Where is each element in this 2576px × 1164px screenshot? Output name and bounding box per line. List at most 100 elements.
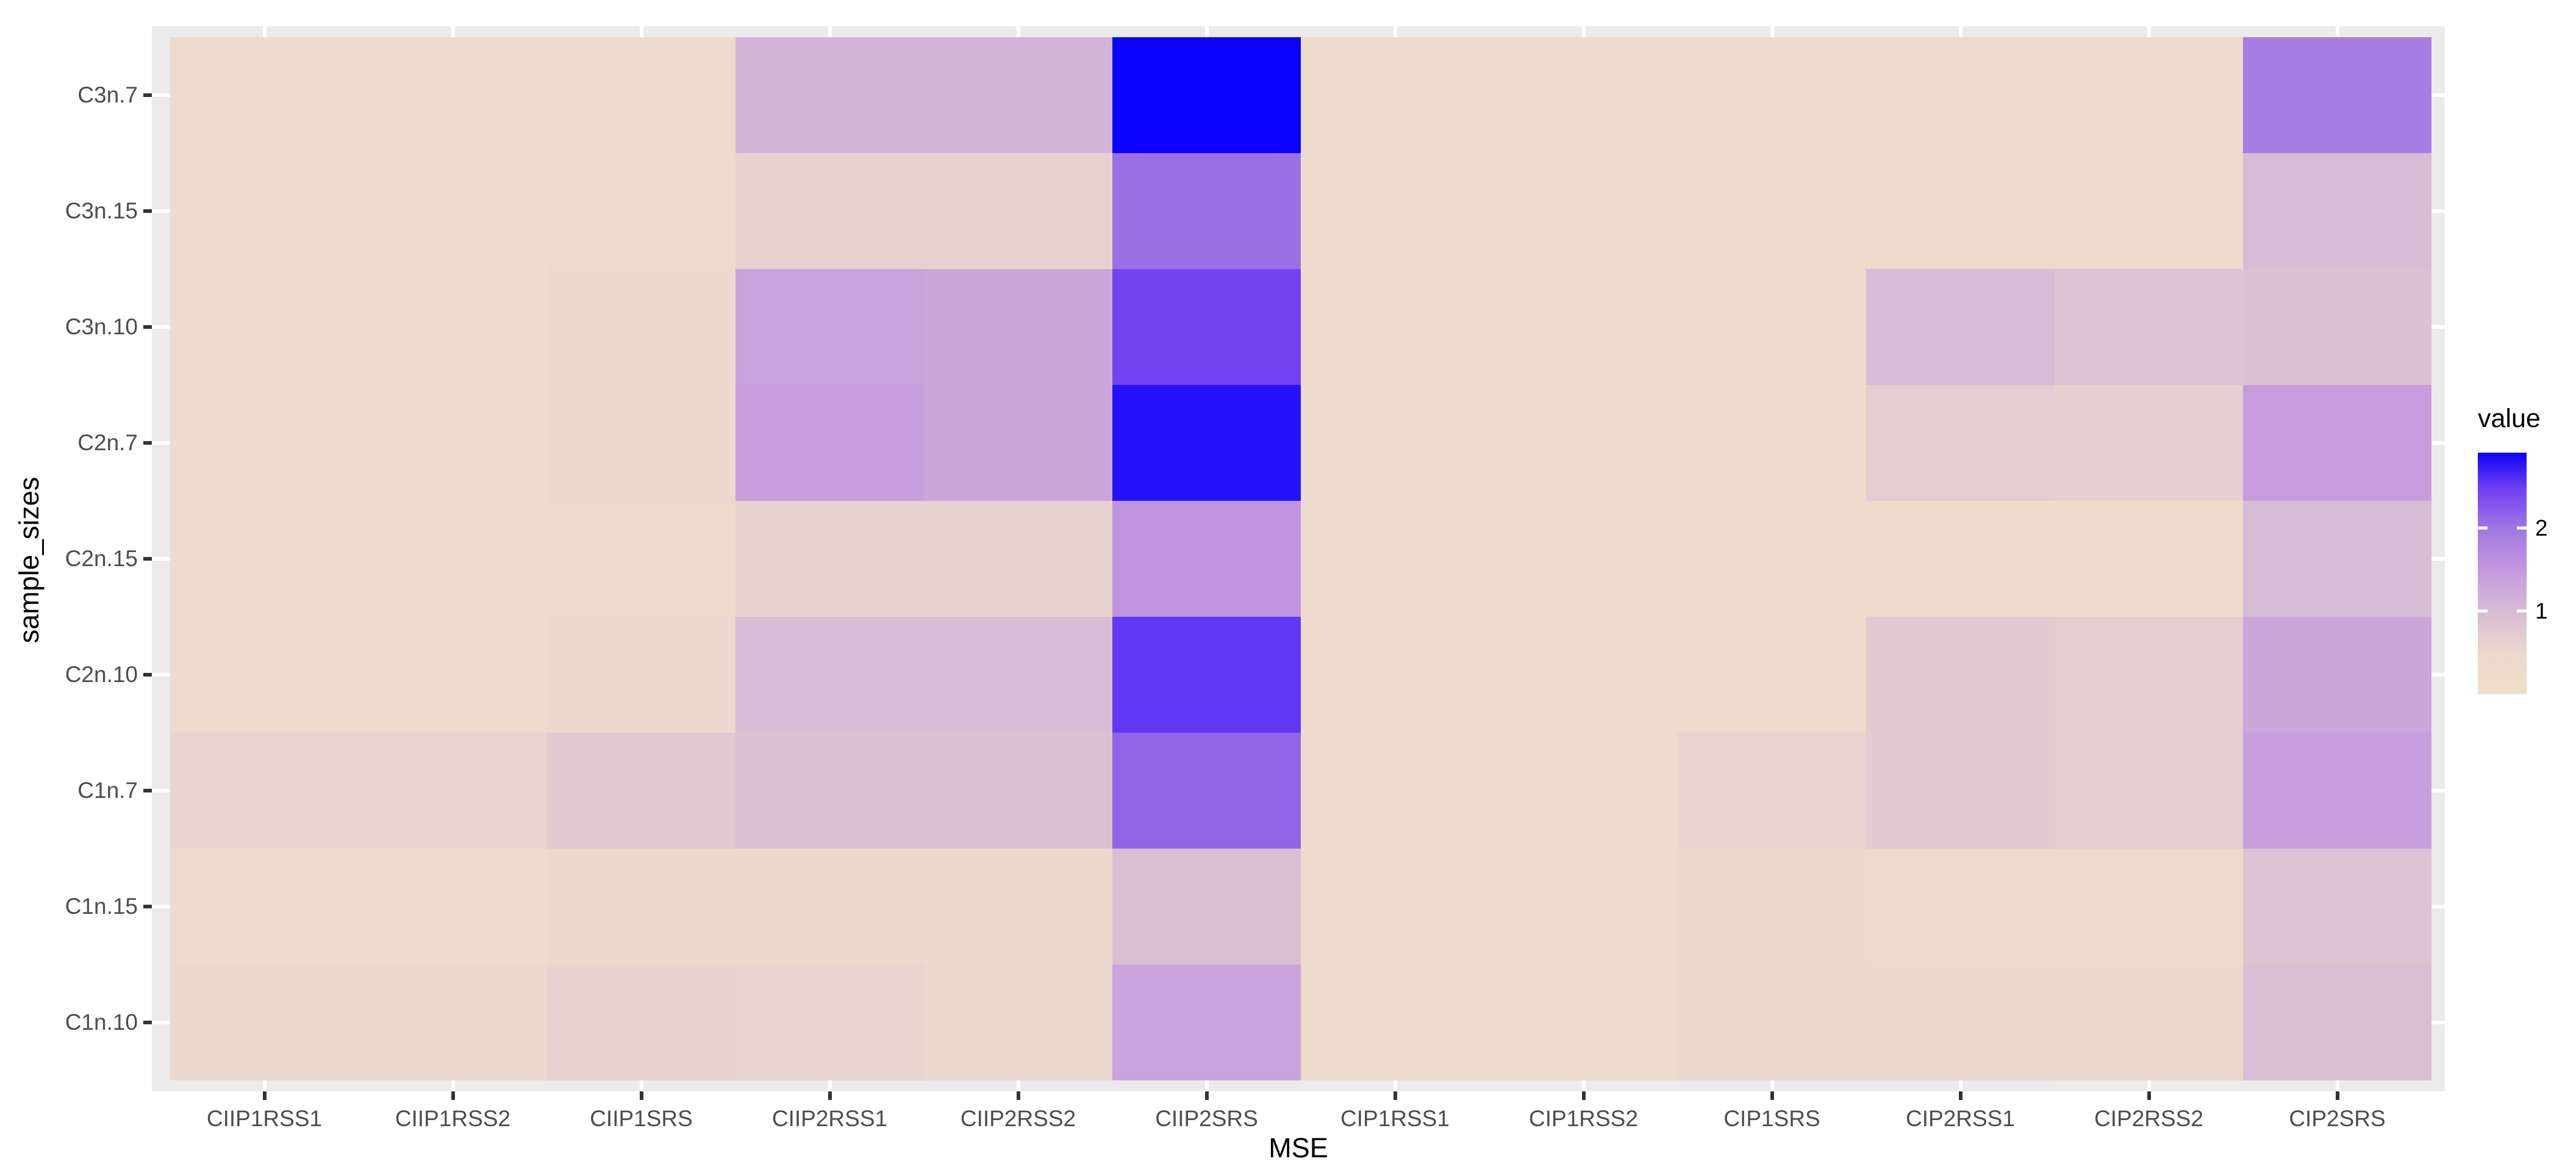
legend-title: value — [2478, 404, 2541, 433]
heatmap-cell — [1489, 501, 1678, 617]
heatmap-cell — [547, 501, 735, 617]
y-axis-tick — [143, 209, 152, 213]
heatmap-cell — [547, 269, 735, 385]
heatmap-cell — [1489, 849, 1678, 965]
y-tick-label: C1n.15 — [65, 894, 138, 919]
heatmap-cell — [2055, 501, 2243, 617]
x-axis-tick — [828, 1091, 832, 1100]
heatmap-cell — [2243, 617, 2431, 733]
heatmap-cell — [735, 965, 924, 1080]
x-axis-tick — [1204, 1091, 1209, 1100]
y-axis-tick — [143, 557, 152, 561]
heatmap-cell — [170, 153, 359, 269]
heatmap-cell — [170, 849, 359, 965]
x-tick-label: CIIP2SRS — [1155, 1106, 1258, 1131]
y-axis-tick — [143, 441, 152, 445]
heatmap-cell — [1866, 617, 2055, 733]
heatmap-cell — [1678, 849, 1866, 965]
heatmap-cell — [547, 153, 735, 269]
heatmap-cell — [924, 153, 1112, 269]
heatmap-cell — [170, 269, 359, 385]
heatmap-cell — [1866, 849, 2055, 965]
heatmap-cell — [735, 37, 924, 153]
heatmap-cell — [1112, 153, 1301, 269]
y-axis-title: sample_sizes — [13, 476, 45, 644]
heatmap-cell — [735, 153, 924, 269]
legend-tick-mark — [2517, 609, 2527, 613]
heatmap-cell — [1678, 269, 1866, 385]
x-axis-tick — [1958, 1091, 1962, 1100]
heatmap-cell — [2243, 965, 2431, 1080]
heatmap-cell — [1489, 153, 1678, 269]
heatmap-cell — [1678, 37, 1866, 153]
heatmap-cell — [924, 37, 1112, 153]
heatmap-cell — [2243, 733, 2431, 849]
heatmap-cell — [1866, 385, 2055, 501]
x-tick-label: CIP1SRS — [1723, 1106, 1820, 1131]
heatmap-cell — [1301, 617, 1489, 733]
heatmap-cell — [924, 385, 1112, 501]
x-tick-label: CIP2RSS2 — [2094, 1106, 2203, 1131]
y-tick-label: C1n.7 — [77, 778, 138, 803]
heatmap-cell — [1301, 965, 1489, 1080]
x-tick-label: CIP1RSS2 — [1529, 1106, 1638, 1131]
heatmap-cell — [170, 733, 359, 849]
heatmap-cell — [2243, 385, 2431, 501]
heatmap-cell — [547, 37, 735, 153]
y-tick-label: C2n.7 — [77, 430, 138, 455]
y-axis-tick — [143, 673, 152, 677]
heatmap-cell — [924, 733, 1112, 849]
heatmap-cell — [1301, 269, 1489, 385]
heatmap-cell — [1112, 849, 1301, 965]
y-axis-tick — [143, 1021, 152, 1024]
y-tick-label: C3n.10 — [65, 314, 138, 339]
heatmap-cell — [1489, 617, 1678, 733]
heatmap-cell — [1866, 269, 2055, 385]
heatmap-cell — [735, 501, 924, 617]
heatmap-cell — [735, 617, 924, 733]
y-axis-tick — [143, 789, 152, 792]
y-tick-label: C3n.15 — [65, 198, 138, 223]
y-axis-tick — [143, 905, 152, 908]
heatmap-cell — [1489, 385, 1678, 501]
heatmap-cell — [1489, 269, 1678, 385]
y-tick-label: C2n.15 — [65, 546, 138, 571]
legend-tick-label: 1 — [2535, 598, 2548, 623]
heatmap-cell — [1678, 965, 1866, 1080]
heatmap-cell — [2055, 849, 2243, 965]
heatmap-cell — [2055, 385, 2243, 501]
heatmap-cell — [2055, 617, 2243, 733]
x-tick-label: CIIP2RSS1 — [771, 1106, 888, 1131]
heatmap-cell — [2055, 269, 2243, 385]
heatmap-cell — [2243, 501, 2431, 617]
heatmap-cell — [359, 153, 547, 269]
x-axis-tick — [2147, 1091, 2151, 1100]
heatmap-cell — [1489, 37, 1678, 153]
heatmap-cell — [1489, 965, 1678, 1080]
heatmap-cell — [1112, 269, 1301, 385]
x-axis-tick — [2335, 1091, 2339, 1100]
heatmap-cell — [1866, 733, 2055, 849]
y-tick-label: C3n.7 — [77, 82, 138, 107]
x-axis-tick — [451, 1091, 455, 1100]
heatmap-cell — [1678, 733, 1866, 849]
heatmap-cell — [2055, 37, 2243, 153]
heatmap-cell — [1112, 501, 1301, 617]
heatmap-cell — [1678, 501, 1866, 617]
x-axis-tick — [639, 1091, 643, 1100]
heatmap-cell — [359, 385, 547, 501]
y-tick-label: C1n.10 — [65, 1010, 138, 1035]
heatmap-cell — [170, 617, 359, 733]
heatmap-cell — [359, 965, 547, 1080]
heatmap-cell — [359, 501, 547, 617]
x-tick-label: CIIP1SRS — [590, 1106, 693, 1131]
x-tick-label: CIIP1RSS2 — [395, 1106, 511, 1131]
heatmap-cell — [2243, 849, 2431, 965]
heatmap-cell — [1112, 965, 1301, 1080]
heatmap-cell — [547, 385, 735, 501]
heatmap-cell — [2243, 153, 2431, 269]
heatmap-cell — [1301, 153, 1489, 269]
x-axis-tick — [262, 1091, 267, 1100]
heatmap-cell — [170, 385, 359, 501]
